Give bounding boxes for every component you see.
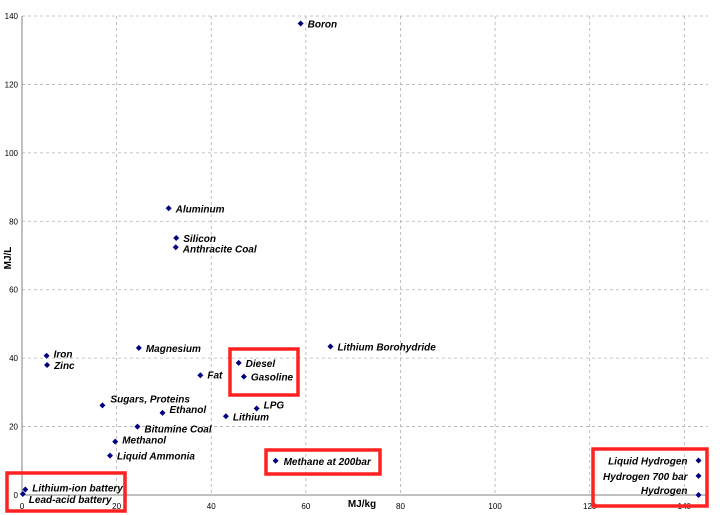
x-tick-label: 0 bbox=[20, 502, 25, 511]
highlight-batteries bbox=[5, 471, 127, 513]
point-bitumine-coal bbox=[134, 423, 141, 430]
y-tick-label: 0 bbox=[14, 491, 19, 500]
label-fat: Fat bbox=[207, 370, 223, 381]
label-iron: Iron bbox=[54, 350, 73, 361]
label-magnesium: Magnesium bbox=[146, 344, 201, 355]
label-hydrogen: Hydrogen bbox=[641, 486, 688, 497]
y-tick-label: 100 bbox=[5, 149, 19, 158]
x-tick-label: 20 bbox=[112, 502, 121, 511]
y-tick-label: 80 bbox=[9, 217, 18, 226]
x-tick-label: 120 bbox=[583, 502, 597, 511]
data-points bbox=[19, 20, 702, 498]
highlight-methane bbox=[264, 448, 382, 476]
point-boron bbox=[297, 20, 304, 27]
point-methane-at-200bar bbox=[272, 457, 279, 464]
highlight-boxes bbox=[5, 347, 709, 513]
y-axis-label: MJ/L bbox=[3, 247, 14, 270]
label-silicon: Silicon bbox=[183, 234, 216, 245]
label-bitumine-coal: Bitumine Coal bbox=[144, 425, 211, 436]
point-lpg bbox=[253, 405, 260, 412]
label-diesel: Diesel bbox=[246, 359, 276, 370]
point-lithium bbox=[222, 413, 229, 420]
grid bbox=[22, 15, 708, 495]
point-magnesium bbox=[135, 344, 142, 351]
label-lpg: LPG bbox=[264, 400, 285, 411]
point-lead-acid-battery bbox=[19, 490, 26, 497]
label-hydrogen-700-bar: Hydrogen 700 bar bbox=[603, 472, 689, 483]
y-tick-label: 40 bbox=[9, 354, 18, 363]
point-diesel bbox=[235, 359, 242, 366]
y-tick-label: 60 bbox=[9, 286, 18, 295]
point-lithium-borohydride bbox=[327, 343, 334, 350]
y-tick-label: 20 bbox=[9, 423, 18, 432]
point-gasoline bbox=[240, 373, 247, 380]
label-liquid-hydrogen: Liquid Hydrogen bbox=[608, 456, 687, 467]
point-ethanol bbox=[159, 409, 166, 416]
point-fat bbox=[197, 372, 204, 379]
label-gasoline: Gasoline bbox=[251, 373, 294, 384]
point-hydrogen bbox=[695, 491, 702, 498]
point-hydrogen-700-bar bbox=[695, 472, 702, 479]
label-ethanol: Ethanol bbox=[170, 405, 207, 416]
x-tick-label: 60 bbox=[301, 502, 310, 511]
label-liquid-ammonia: Liquid Ammonia bbox=[117, 452, 195, 463]
point-sugars-proteins bbox=[99, 402, 106, 409]
label-lithium-ion-battery: Lithium-ion battery bbox=[32, 484, 123, 495]
y-tick-label: 140 bbox=[5, 12, 19, 21]
point-zinc bbox=[44, 361, 51, 368]
y-tick-label: 120 bbox=[5, 80, 19, 89]
label-methanol: Methanol bbox=[122, 436, 166, 447]
x-tick-label: 80 bbox=[396, 502, 405, 511]
point-liquid-hydrogen bbox=[695, 457, 702, 464]
highlight-hydrogen bbox=[591, 447, 709, 508]
label-zinc: Zinc bbox=[53, 361, 75, 372]
label-lead-acid-battery: Lead-acid battery bbox=[29, 495, 112, 506]
label-methane-at-200bar: Methane at 200bar bbox=[284, 457, 372, 468]
label-lithium-borohydride: Lithium Borohydride bbox=[337, 343, 436, 354]
x-tick-label: 40 bbox=[207, 502, 216, 511]
label-lithium: Lithium bbox=[233, 412, 269, 423]
label-sugars-proteins: Sugars, Proteins bbox=[110, 394, 190, 405]
x-tick-label: 100 bbox=[488, 502, 502, 511]
x-axis-label: MJ/kg bbox=[348, 499, 376, 510]
label-anthracite-coal: Anthracite Coal bbox=[182, 244, 257, 255]
label-aluminum: Aluminum bbox=[175, 204, 225, 215]
point-methanol bbox=[112, 438, 119, 445]
point-liquid-ammonia bbox=[106, 452, 113, 459]
label-boron: Boron bbox=[308, 20, 337, 31]
point-iron bbox=[43, 352, 50, 359]
point-lithium-ion-battery bbox=[22, 486, 29, 493]
point-anthracite-coal bbox=[172, 244, 179, 251]
point-aluminum bbox=[165, 205, 172, 212]
point-silicon bbox=[173, 235, 180, 242]
highlight-fuels bbox=[228, 347, 300, 397]
